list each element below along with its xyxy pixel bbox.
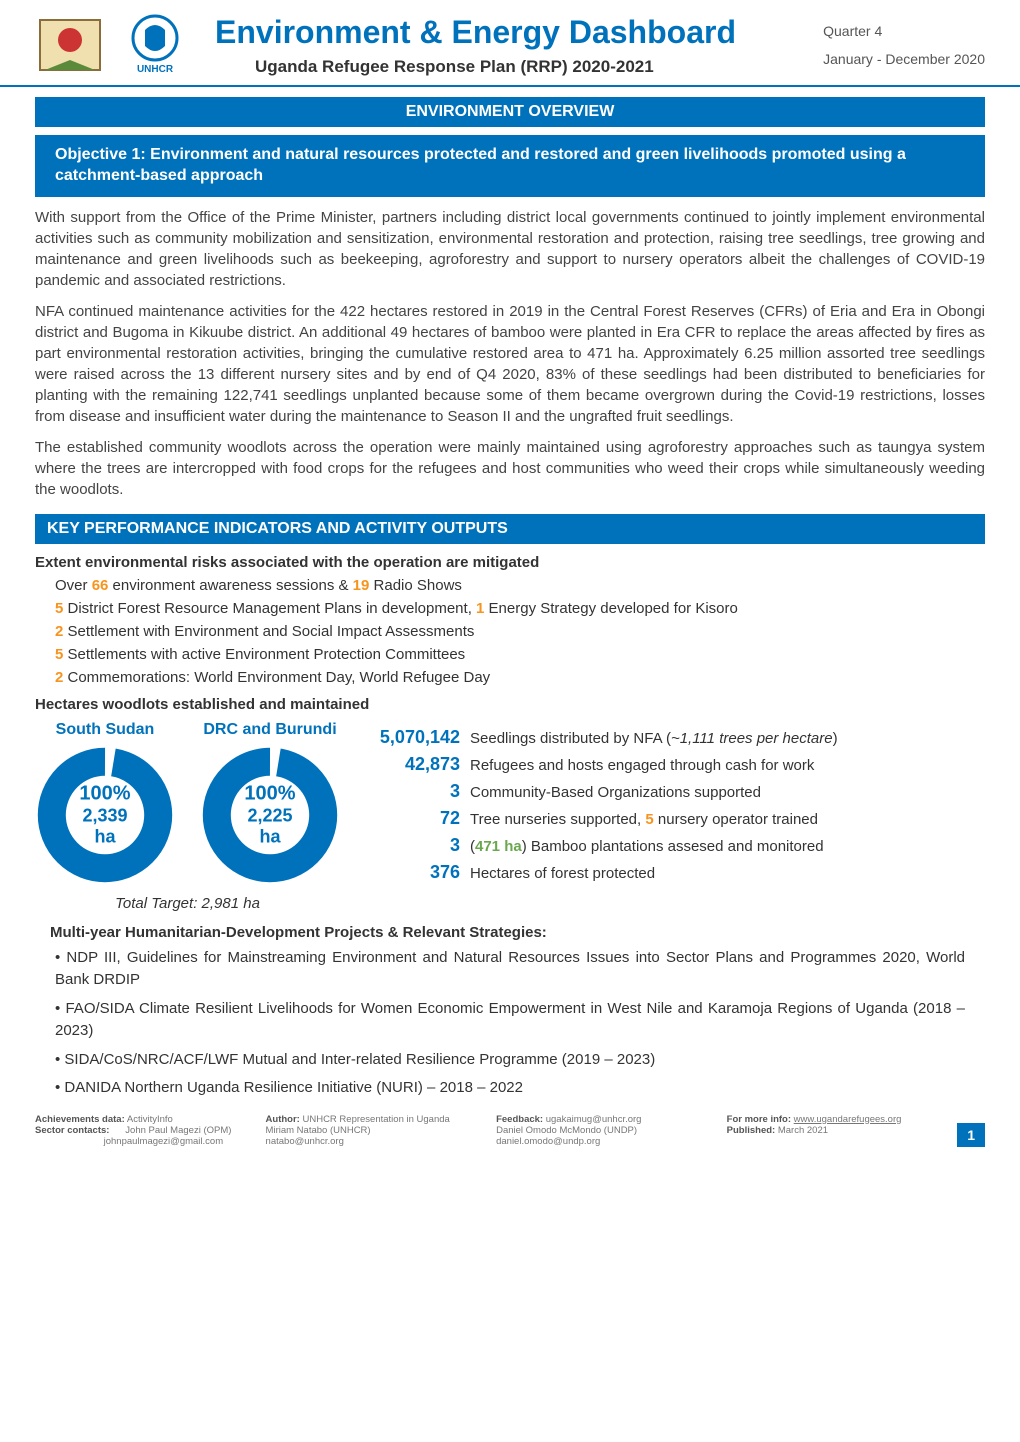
donut-south-sudan: South Sudan 100% 2,339 ha	[35, 721, 175, 885]
donut-drc-burundi: DRC and Burundi 100% 2,225 ha	[200, 721, 340, 885]
paragraph-2: NFA continued maintenance activities for…	[35, 301, 985, 427]
project-item: • DANIDA Northern Uganda Resilience Init…	[55, 1077, 965, 1100]
stat-row: 5,070,142Seedlings distributed by NFA (~…	[355, 727, 985, 748]
title-area: Environment & Energy Dashboard Uganda Re…	[215, 14, 823, 77]
header: UNHCR Environment & Energy Dashboard Uga…	[0, 0, 1020, 87]
stat-row: 3Community-Based Organizations supported	[355, 781, 985, 802]
pct-1: 100%	[70, 782, 140, 805]
stats-column: 5,070,142Seedlings distributed by NFA (~…	[355, 721, 985, 912]
footer-col-1: Achievements data: ActivityInfo Sector c…	[35, 1114, 236, 1147]
main-title: Environment & Energy Dashboard	[215, 14, 823, 51]
stat-row: 42,873Refugees and hosts engaged through…	[355, 754, 985, 775]
kpi-title-1: Extent environmental risks associated wi…	[35, 554, 985, 571]
footer: Achievements data: ActivityInfo Sector c…	[35, 1114, 985, 1147]
kpi-line-4: 2 Commemorations: World Environment Day,…	[55, 669, 965, 686]
objective-box: Objective 1: Environment and natural res…	[35, 135, 985, 197]
overview-banner: ENVIRONMENT OVERVIEW	[35, 97, 985, 127]
kpi-line-2: 2 Settlement with Environment and Social…	[55, 623, 965, 640]
donut-label-1: South Sudan	[35, 721, 175, 739]
footer-col-2: Author: UNHCR Representation in Uganda M…	[266, 1114, 467, 1147]
kpi-awareness: Over 66 environment awareness sessions &…	[55, 577, 965, 594]
ha-1: 2,339 ha	[70, 805, 140, 847]
sub-title: Uganda Refugee Response Plan (RRP) 2020-…	[255, 57, 823, 77]
quarter-label: Quarter 4	[823, 23, 985, 39]
kpi-banner: KEY PERFORMANCE INDICATORS AND ACTIVITY …	[35, 514, 985, 544]
footer-col-4: For more info: www.ugandarefugees.org Pu…	[727, 1114, 928, 1136]
pct-2: 100%	[235, 782, 305, 805]
kpi-line-1: 5 District Forest Resource Management Pl…	[55, 600, 965, 617]
total-target: Total Target: 2,981 ha	[35, 895, 340, 912]
paragraph-1: With support from the Office of the Prim…	[35, 207, 985, 291]
footer-col-3: Feedback: ugakaimug@unhcr.org Daniel Omo…	[496, 1114, 697, 1147]
kpi-list: Over 66 environment awareness sessions &…	[55, 577, 965, 686]
stat-row: 376Hectares of forest protected	[355, 862, 985, 883]
stat-row: 72Tree nurseries supported, 5 nursery op…	[355, 808, 985, 829]
project-item: • SIDA/CoS/NRC/ACF/LWF Mutual and Inter-…	[55, 1049, 965, 1072]
unhcr-logo: UNHCR	[120, 10, 190, 80]
num-19: 19	[353, 577, 370, 594]
projects-title: Multi-year Humanitarian-Development Proj…	[50, 924, 970, 941]
stat-row: 3(471 ha) Bamboo plantations assesed and…	[355, 835, 985, 856]
projects-list: • NDP III, Guidelines for Mainstreaming …	[55, 947, 965, 1100]
num-66: 66	[92, 577, 109, 594]
kpi-title-2: Hectares woodlots established and mainta…	[35, 696, 985, 713]
kpi-line-3: 5 Settlements with active Environment Pr…	[55, 646, 965, 663]
donut-label-2: DRC and Burundi	[200, 721, 340, 739]
logo-block: UNHCR	[35, 10, 190, 80]
donuts-container: South Sudan 100% 2,339 ha DRC and Burund…	[35, 721, 340, 912]
project-item: • FAO/SIDA Climate Resilient Livelihoods…	[55, 998, 965, 1043]
project-item: • NDP III, Guidelines for Mainstreaming …	[55, 947, 965, 992]
paragraph-3: The established community woodlots acros…	[35, 437, 985, 500]
period-label: January - December 2020	[823, 51, 985, 67]
ha-2: 2,225 ha	[235, 805, 305, 847]
page-number: 1	[957, 1123, 985, 1147]
date-column: Quarter 4 January - December 2020	[823, 23, 985, 67]
svg-text:UNHCR: UNHCR	[137, 64, 174, 75]
donut-chart-2: 100% 2,225 ha	[200, 745, 340, 885]
donut-chart-1: 100% 2,339 ha	[35, 745, 175, 885]
charts-row: South Sudan 100% 2,339 ha DRC and Burund…	[35, 721, 985, 912]
uganda-coat-of-arms-logo	[35, 10, 105, 80]
